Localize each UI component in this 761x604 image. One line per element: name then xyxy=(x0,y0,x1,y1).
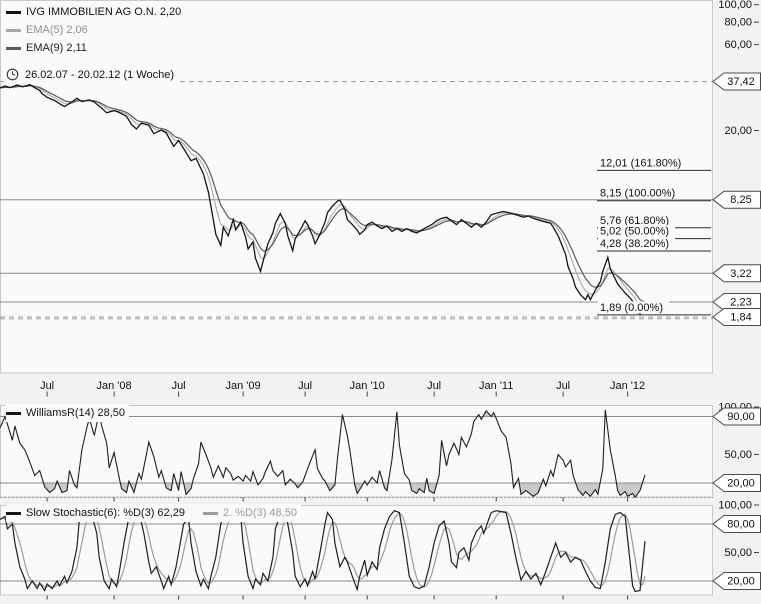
x-tick-label: Jul xyxy=(556,380,570,392)
williams-oversold-fill xyxy=(0,483,645,497)
axis-callout-value: 1,84 xyxy=(730,312,751,324)
axis-callout-value: 20,00 xyxy=(727,576,755,588)
ema5-legend-row: EMA(5) 2,06 xyxy=(6,21,181,39)
x-tick-label: Jan '12 xyxy=(610,380,645,392)
axis-callout-value: 8,25 xyxy=(730,194,751,206)
x-tick-label: Jan '10 xyxy=(350,380,385,392)
axis-callout-tag: 1,84 xyxy=(712,308,761,326)
stoch-d2-legend-item: 2. %D(3) 48,50 xyxy=(202,504,297,522)
x-tick-label: Jan '09 xyxy=(226,380,261,392)
axis-callout-tag: 90,00 xyxy=(712,407,761,426)
axis-callout-tag: 80,00 xyxy=(712,515,761,533)
stoch-d2-line-swatch xyxy=(202,511,218,515)
fib-label-bg xyxy=(598,156,686,169)
y-tick-label: 50,00 xyxy=(724,547,752,559)
fib-label: 5,76 (61.80%) xyxy=(600,215,669,227)
fib-label-bg xyxy=(598,187,680,200)
williams-legend-row: WilliamsR(14) 28,50 xyxy=(6,404,125,422)
axis-callout-tag: 8,25 xyxy=(712,190,761,209)
x-tick-label: Jul xyxy=(172,380,186,392)
clock-icon xyxy=(6,68,19,81)
x-tick-label: Jul xyxy=(40,380,54,392)
stochastic-legend: Slow Stochastic(6): %D(3) 62,29 2. %D(3)… xyxy=(6,504,301,522)
fib-label: 8,15 (100.00%) xyxy=(600,188,675,200)
fib-label-bg xyxy=(598,225,675,238)
stoch-d2-legend-label: 2. %D(3) 48,50 xyxy=(222,507,297,519)
axis-callout-value: 3,22 xyxy=(730,268,751,280)
x-tick-label: Jul xyxy=(298,380,312,392)
williams-legend: WilliamsR(14) 28,50 xyxy=(6,404,130,422)
stochastic-legend-row: Slow Stochastic(6): %D(3) 62,29 2. %D(3)… xyxy=(6,504,297,522)
ema9-legend-row: EMA(9) 2,11 xyxy=(6,39,181,57)
axis-callout-tag: 20,00 xyxy=(712,474,761,492)
fib-label-bg xyxy=(598,214,675,227)
stoch-d-legend-label: Slow Stochastic(6): %D(3) 62,29 xyxy=(26,507,185,519)
price-line-swatch xyxy=(6,10,21,14)
y-tick-label: 100,00 xyxy=(718,500,752,512)
price-line xyxy=(0,83,646,315)
fib-label: 1,89 (0.00%) xyxy=(600,302,663,314)
axis-callout-value: 80,00 xyxy=(727,519,755,531)
x-tick-label: Jan '11 xyxy=(479,380,513,392)
fib-label: 12,01 (161.80%) xyxy=(600,157,681,169)
fib-label-bg xyxy=(598,237,675,250)
axis-callout-tag: 2,23 xyxy=(712,293,761,311)
fib-label: 4,28 (38.20%) xyxy=(600,238,669,250)
axis-callout-value: 2,23 xyxy=(730,297,751,309)
price-legend-label: IVG IMMOBILIEN AG O.N. 2,20 xyxy=(26,6,182,18)
ema9-line xyxy=(0,85,646,303)
price-legend-row: IVG IMMOBILIEN AG O.N. 2,20 xyxy=(6,3,181,21)
y-tick-label: 80,00 xyxy=(724,17,752,29)
fib-label: 5,02 (50.00%) xyxy=(600,226,669,238)
y-tick-label: 20,00 xyxy=(724,125,752,137)
ema5-legend-label: EMA(5) 2,06 xyxy=(26,24,88,36)
y-tick-label: 100,00 xyxy=(718,0,752,11)
y-tick-label: 60,00 xyxy=(724,39,752,51)
stoch-d-line xyxy=(0,507,646,593)
axis-callout-value: 37,42 xyxy=(727,76,755,88)
axis-callout-tag: 3,22 xyxy=(712,264,761,283)
ema9-legend-label: EMA(9) 2,11 xyxy=(26,42,87,54)
period-label: 26.02.07 - 20.02.12 (1 Woche) xyxy=(25,68,175,81)
axis-callout-value: 90,00 xyxy=(727,411,755,423)
ema5-line-swatch xyxy=(6,28,21,32)
x-tick-label: Jan '08 xyxy=(97,380,132,392)
axis-callout-tag: 20,00 xyxy=(712,572,761,590)
williams-legend-label: WilliamsR(14) 28,50 xyxy=(26,407,126,419)
stoch-d-line-swatch xyxy=(6,511,21,515)
x-tick-label: Jul xyxy=(427,380,441,392)
ema9-line-swatch xyxy=(6,46,21,50)
williams-line-swatch xyxy=(6,411,21,415)
axis-callout-value: 20,00 xyxy=(727,478,755,490)
fib-label-bg xyxy=(598,301,669,314)
axis-callout-tag: 37,42 xyxy=(712,72,761,91)
price-panel xyxy=(0,0,713,374)
price-legend: IVG IMMOBILIEN AG O.N. 2,20 EMA(5) 2,06 … xyxy=(6,3,186,57)
period-row: 26.02.07 - 20.02.12 (1 Woche) xyxy=(4,67,181,82)
y-tick-label: 50,00 xyxy=(724,449,752,461)
williams-line xyxy=(0,409,646,499)
